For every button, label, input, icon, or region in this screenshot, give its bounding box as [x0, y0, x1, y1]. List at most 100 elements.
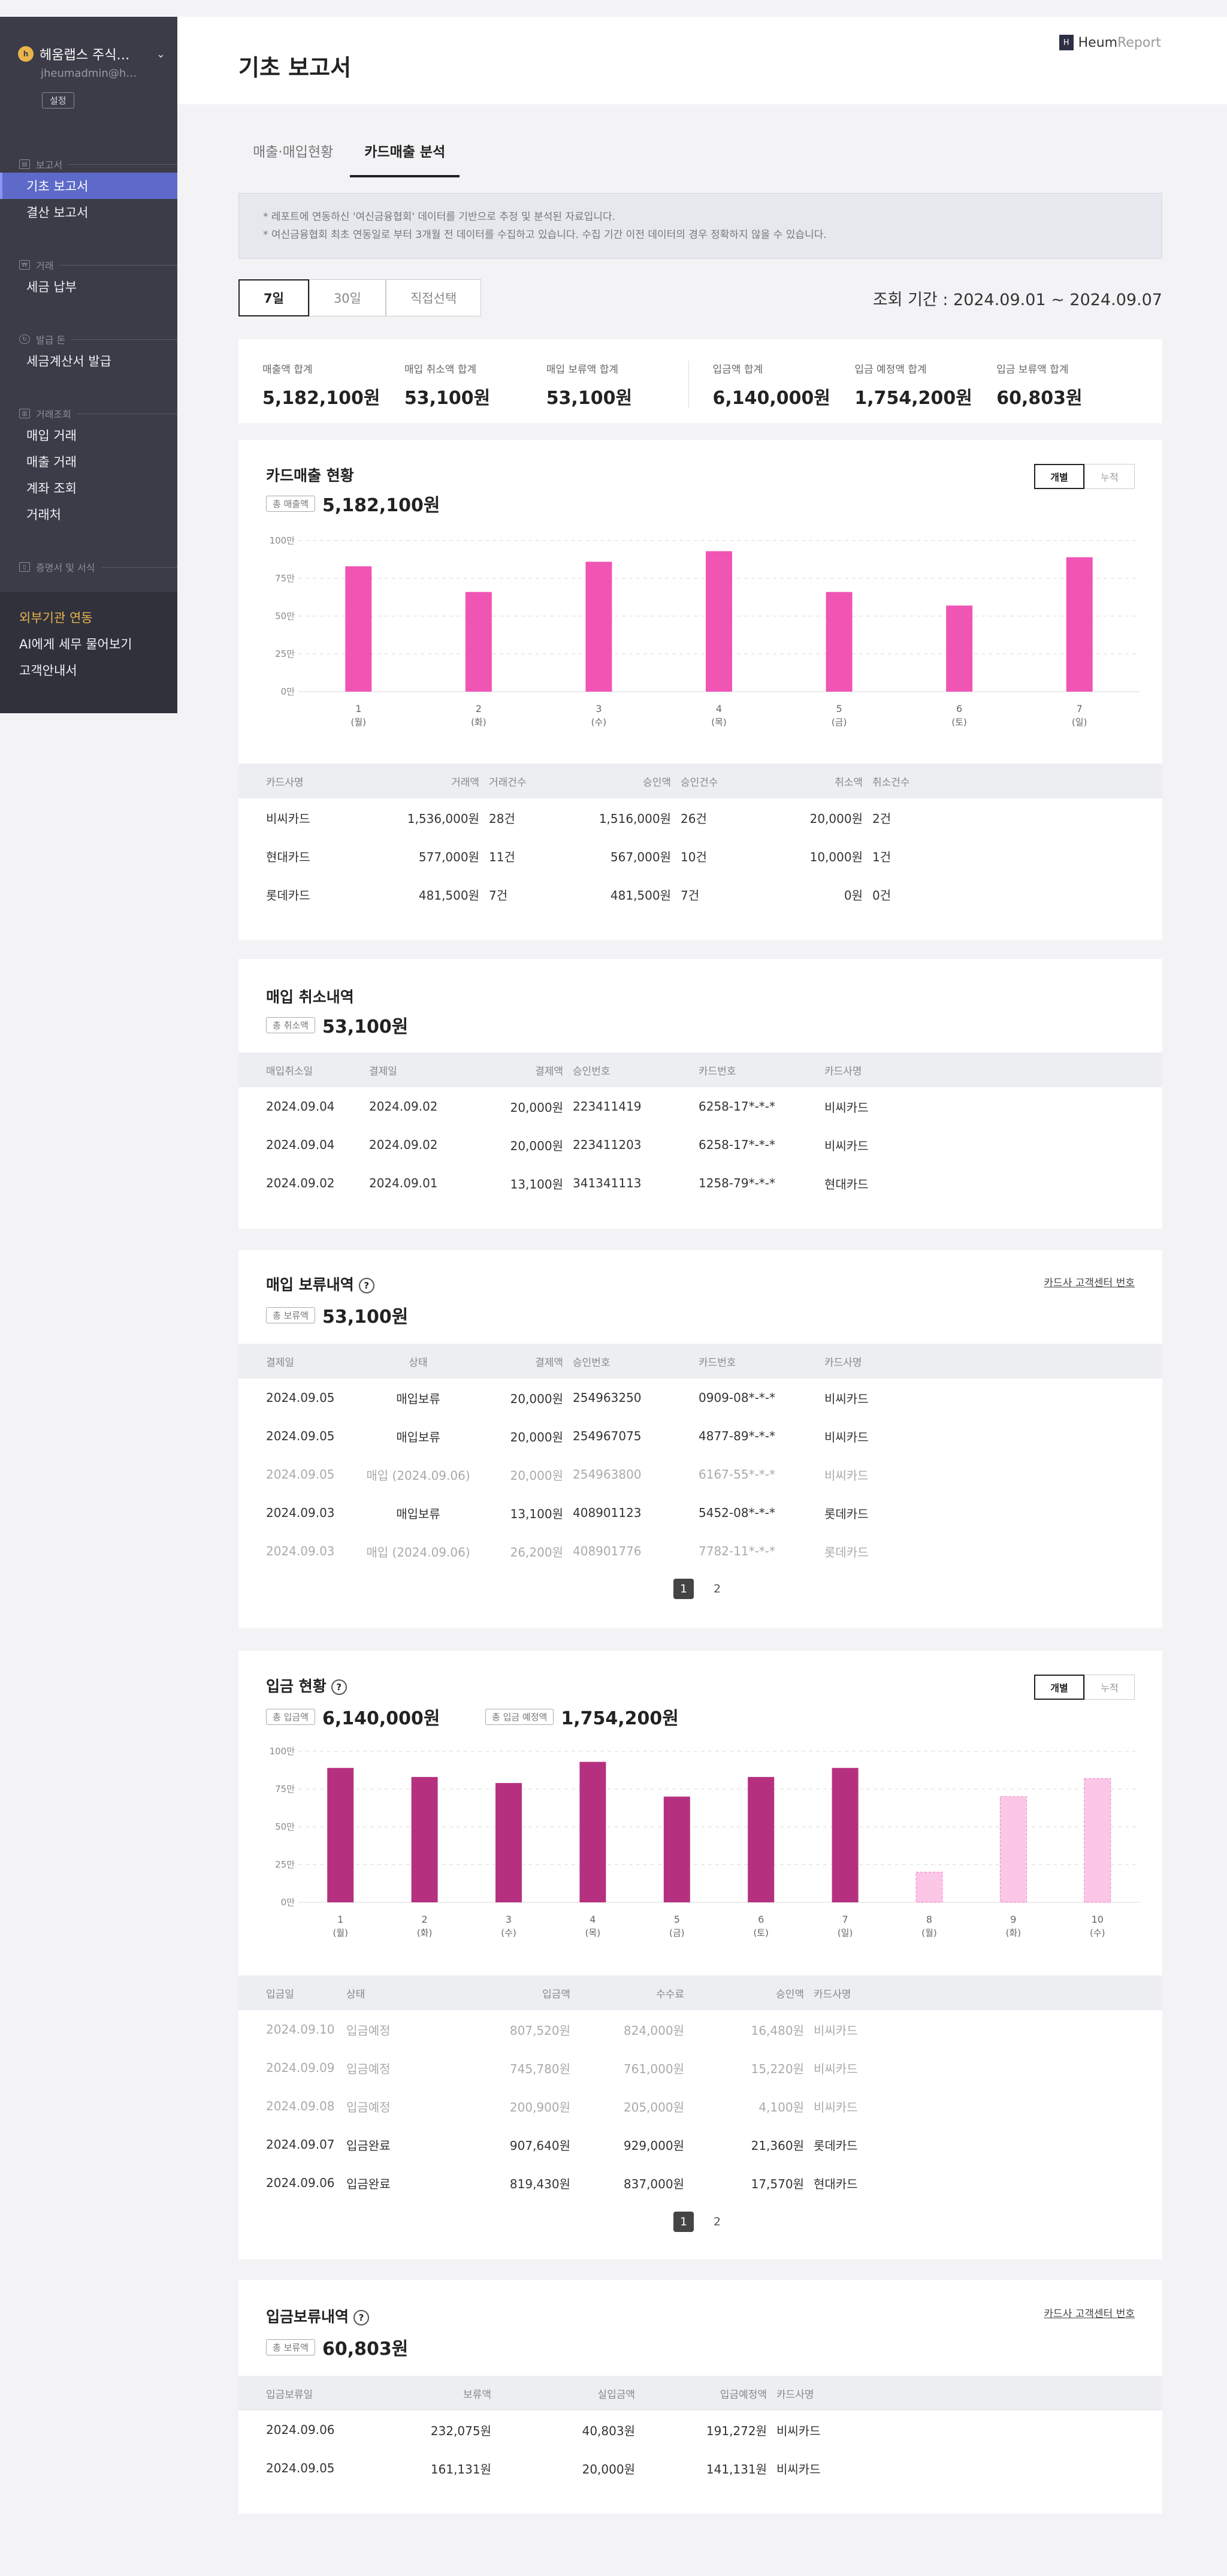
sidebar-item-sales[interactable]: 매출 거래	[26, 455, 77, 469]
period-custom-button[interactable]: 직접선택	[385, 279, 482, 316]
period-selector: 7일 30일 직접선택	[238, 279, 482, 316]
sidebar: h 헤움랩스 주식… ⌄ jheumadmin@h… 설정 ▤ 보고서 기초 보고…	[0, 17, 177, 713]
x-tick-label: 5	[674, 1914, 680, 1925]
card-support-link[interactable]: 카드사 고객센터 번호	[1044, 1277, 1135, 1289]
x-tick-label: 4	[590, 1914, 596, 1925]
external-link-integration[interactable]: 외부기관 연동	[19, 611, 93, 625]
bar	[826, 592, 853, 692]
table-cell: 567,000원	[610, 849, 671, 864]
column-header: 결제액	[535, 1356, 563, 1369]
table-cell: 2024.09.05	[266, 2461, 335, 2475]
table-row: 2024.09.06 232,075원 40,803원 191,272원 비씨카드	[238, 2411, 1162, 2449]
settings-button[interactable]: 설정	[42, 92, 74, 108]
y-tick-label: 100만	[270, 1746, 295, 1757]
table-cell: 비씨카드	[776, 2462, 821, 2477]
table-cell: 비씨카드	[824, 1138, 869, 1153]
table-row: 2024.09.08 입금예정 200,900원 205,000원 4,100원 비씨카드	[238, 2087, 1162, 2125]
table-row: 2024.09.03 매입보류 13,100원 408901123 5452-08*-*…	[238, 1494, 1162, 1532]
page-button[interactable]: 1	[673, 2212, 694, 2232]
sidebar-item-account[interactable]: 계좌 조회	[26, 481, 77, 496]
section-title: 입금보류내역?	[266, 2305, 370, 2327]
column-header: 카드사명	[824, 1356, 862, 1369]
transaction-icon: ₩	[19, 260, 30, 270]
table-cell: 현대카드	[266, 849, 310, 864]
view-toggle: 개별 누적	[1034, 464, 1135, 489]
chevron-down-icon[interactable]: ⌄	[156, 47, 165, 61]
help-icon[interactable]: ?	[353, 2310, 370, 2325]
card-support-link[interactable]: 카드사 고객센터 번호	[1044, 2308, 1135, 2320]
tab-card-sales-analysis[interactable]: 카드매출 분석	[350, 132, 460, 177]
x-tick-sublabel: (월)	[333, 1928, 348, 1938]
table-cell: 롯데카드	[266, 888, 310, 903]
table-row: 2024.09.04 2024.09.02 20,000원 223411419 6258…	[238, 1087, 1162, 1126]
account-email: jheumadmin@h…	[41, 67, 137, 80]
sidebar-item-settlement-report[interactable]: 결산 보고서	[26, 206, 89, 220]
bar	[748, 1776, 775, 1902]
y-tick-label: 50만	[275, 611, 295, 622]
report-tabs: 매출·매입현황 카드매출 분석	[238, 132, 460, 177]
page-button[interactable]: 2	[713, 2215, 721, 2228]
section-title: 카드매출 현황	[266, 467, 354, 484]
sidebar-item-purchase[interactable]: 매입 거래	[26, 429, 77, 443]
table-cell: 2024.09.04	[266, 1099, 335, 1114]
table-cell: 28건	[489, 811, 515, 826]
toggle-cumulative[interactable]: 누적	[1084, 464, 1135, 489]
total-amount: 60,803원	[322, 2339, 409, 2360]
bar	[663, 1796, 690, 1902]
ai-tax-question-link[interactable]: AI에게 세무 물어보기	[19, 637, 132, 651]
table-row: 2024.09.09 입금예정 745,780원 761,000원 15,220원 비씨카…	[238, 2049, 1162, 2087]
help-icon[interactable]: ?	[358, 1278, 374, 1293]
table-cell: 907,640원	[509, 2138, 570, 2153]
toggle-individual[interactable]: 개별	[1034, 464, 1084, 489]
sidebar-item-basic-report[interactable]: 기초 보고서	[0, 173, 177, 199]
total-tag: 총 보류액	[266, 1307, 315, 1323]
x-tick-label: 6	[758, 1914, 764, 1925]
y-tick-label: 100만	[270, 535, 295, 546]
sidebar-item-vendor[interactable]: 거래처	[26, 508, 61, 522]
page-button[interactable]: 2	[713, 1582, 721, 1595]
table-cell: 비씨카드	[814, 2100, 858, 2115]
table-cell: 2024.09.02	[369, 1138, 438, 1152]
table-cell: 입금예정	[346, 2023, 391, 2038]
customer-guide-link[interactable]: 고객안내서	[19, 663, 77, 678]
total-deposit-hold: 총 보류액 60,803원	[266, 2334, 408, 2360]
account-panel[interactable]: h 헤움랩스 주식… ⌄ jheumadmin@h…	[18, 44, 165, 80]
section-title: 매입 취소내역	[266, 988, 354, 1006]
table-cell: 26건	[681, 811, 707, 826]
table-cell: 200,900원	[509, 2100, 570, 2115]
table-cell: 10건	[681, 849, 707, 864]
summary-deposit: 입금액 합계 6,140,000원	[713, 361, 855, 409]
card-sales-chart: 0만 25만 50만 75만 100만 1 (월) 2 (화) 3 (수) 4 (목) 5 (금) 6 (토) 7…	[270, 535, 1140, 728]
x-tick-label: 2	[476, 703, 482, 714]
table-cell: 16,480원	[751, 2023, 804, 2038]
table-cell: 4877-89*-*-*	[699, 1429, 775, 1443]
table-cell: 20,000원	[510, 1468, 563, 1483]
bar-planned	[999, 1796, 1027, 1903]
sidebar-item-tax-payment[interactable]: 세금 납부	[26, 280, 77, 294]
table-cell: 10,000원	[809, 849, 863, 864]
table-cell: 입금예정	[346, 2061, 391, 2076]
table-cell: 0건	[872, 888, 891, 903]
help-icon[interactable]: ?	[331, 1679, 347, 1695]
section-title: 증명서 및 서식	[36, 562, 95, 574]
sidebar-item-tax-invoice[interactable]: 세금계산서 발급	[26, 354, 111, 369]
table-cell: 입금예정	[346, 2100, 391, 2115]
table-cell: 1258-79*-*-*	[699, 1176, 775, 1190]
total-amount: 53,100원	[322, 1307, 409, 1328]
notice-line: * 레포트에 연동하신 '여신금융협회' 데이터를 기반으로 추정 및 분석된 …	[263, 211, 616, 223]
nav-section-certificate[interactable]: ▯ 증명서 및 서식	[0, 559, 177, 575]
table-row: 2024.09.05 매입 (2024.09.06) 20,000원 25496380…	[238, 1455, 1162, 1494]
toggle-individual[interactable]: 개별	[1034, 1675, 1084, 1700]
total-deposit: 총 입금액 6,140,000원	[266, 1703, 440, 1730]
period-7days-button[interactable]: 7일	[238, 279, 309, 316]
table-cell: 819,430원	[509, 2176, 570, 2191]
column-header: 취소액	[835, 776, 863, 789]
period-30days-button[interactable]: 30일	[309, 279, 386, 316]
toggle-cumulative[interactable]: 누적	[1084, 1675, 1135, 1700]
bar-planned	[1084, 1778, 1111, 1903]
column-header: 수수료	[656, 1988, 684, 2001]
page-button[interactable]: 1	[673, 1579, 694, 1599]
tab-sales-purchase[interactable]: 매출·매입현황	[253, 144, 334, 160]
table-cell: 매입보류	[396, 1506, 440, 1521]
table-cell: 2024.09.02	[369, 1099, 438, 1114]
